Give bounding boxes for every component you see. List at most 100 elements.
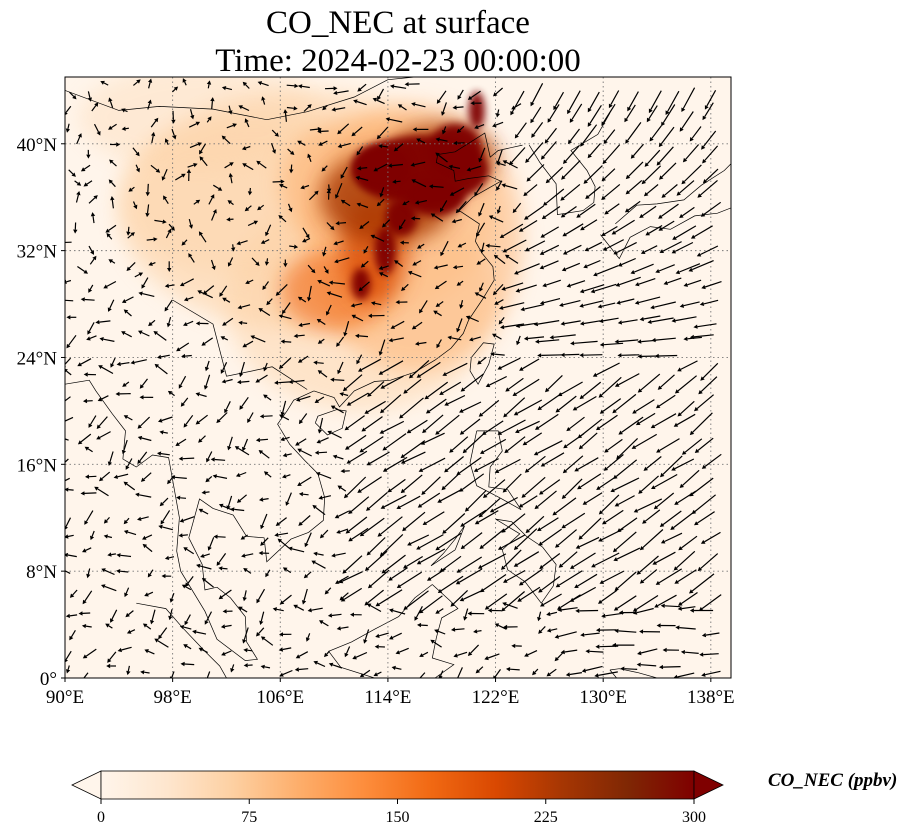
wind-arrow-head bbox=[123, 415, 129, 420]
wind-arrow-shaft bbox=[174, 175, 183, 181]
wind-arrow-head bbox=[459, 408, 464, 413]
wind-arrow-shaft bbox=[184, 663, 195, 666]
wind-arrow-head bbox=[363, 249, 368, 254]
wind-arrow-head bbox=[271, 149, 276, 154]
wind-arrow-shaft bbox=[648, 224, 663, 234]
wind-arrow-shaft bbox=[67, 123, 70, 130]
wind-arrow-shaft bbox=[627, 122, 642, 141]
wind-arrow-head bbox=[339, 392, 344, 397]
wind-arrow-head bbox=[364, 601, 369, 606]
wind-arrow-head bbox=[142, 543, 148, 549]
wind-arrow-shaft bbox=[628, 91, 639, 109]
wind-arrow-head bbox=[460, 387, 466, 392]
wind-arrow-head bbox=[210, 194, 215, 199]
wind-arrow-head bbox=[116, 569, 121, 574]
wind-arrow-head bbox=[694, 448, 700, 453]
wind-arrow-head bbox=[148, 321, 153, 327]
wind-arrow-head bbox=[651, 337, 656, 343]
wind-arrow-head bbox=[452, 105, 457, 110]
wind-arrow-head bbox=[601, 232, 606, 236]
wind-arrow-head bbox=[227, 200, 233, 205]
wind-arrow-head bbox=[294, 83, 299, 88]
wind-arrow-head bbox=[636, 662, 641, 667]
wind-arrow-head bbox=[679, 303, 685, 308]
coastline bbox=[65, 77, 415, 121]
wind-arrow-head bbox=[478, 157, 483, 163]
wind-arrow-head bbox=[65, 128, 70, 133]
wind-arrow-head bbox=[696, 252, 702, 257]
wind-arrow-shaft bbox=[613, 477, 640, 491]
wind-arrow-head bbox=[378, 144, 383, 149]
wind-arrow-head bbox=[203, 385, 209, 390]
wind-arrow-shaft bbox=[355, 651, 368, 658]
wind-arrow-head bbox=[142, 535, 147, 540]
wind-arrow-head bbox=[295, 654, 301, 659]
wind-arrow-shaft bbox=[640, 475, 659, 492]
wind-arrow-head bbox=[322, 105, 327, 111]
wind-arrow-shaft bbox=[404, 451, 426, 463]
wind-arrow-head bbox=[646, 117, 651, 123]
wind-arrow-shaft bbox=[285, 569, 292, 574]
wind-arrow-head bbox=[554, 656, 559, 662]
wind-arrow-shaft bbox=[636, 607, 654, 614]
wind-arrow-head bbox=[679, 127, 684, 132]
wind-arrow-head bbox=[575, 608, 580, 614]
wind-arrow-head bbox=[73, 229, 78, 234]
wind-arrow-head bbox=[493, 675, 498, 678]
wind-arrow-shaft bbox=[70, 629, 76, 638]
wind-arrow-shaft bbox=[104, 569, 115, 576]
wind-arrow-shaft bbox=[373, 236, 385, 242]
wind-arrow-shaft bbox=[69, 91, 75, 97]
wind-arrow-head bbox=[327, 430, 332, 435]
wind-arrow-shaft bbox=[564, 512, 586, 527]
wind-arrow-shaft bbox=[603, 183, 621, 198]
wind-arrow-head bbox=[435, 609, 440, 614]
wind-arrow-head bbox=[283, 263, 288, 268]
wind-arrow-shaft bbox=[479, 258, 486, 264]
wind-arrow-shaft bbox=[240, 361, 245, 374]
wind-arrow-head bbox=[420, 440, 426, 445]
wind-arrow-head bbox=[673, 674, 678, 678]
wind-arrow-shaft bbox=[589, 91, 600, 110]
wind-arrow-shaft bbox=[141, 331, 150, 337]
wind-arrow-head bbox=[316, 439, 321, 444]
wind-arrow-head bbox=[148, 78, 153, 83]
wind-arrow-head bbox=[582, 500, 588, 505]
wind-arrow-head bbox=[76, 191, 81, 196]
wind-arrow-shaft bbox=[326, 222, 333, 228]
wind-arrow-shaft bbox=[655, 337, 676, 341]
wind-arrow-head bbox=[65, 552, 69, 558]
wind-arrow-shaft bbox=[497, 109, 500, 114]
wind-arrow-head bbox=[258, 450, 264, 455]
wind-arrow-shaft bbox=[616, 595, 637, 609]
wind-arrow-head bbox=[560, 213, 566, 218]
wind-arrow-head bbox=[435, 546, 440, 551]
wind-arrow-head bbox=[236, 241, 241, 246]
wind-arrow-shaft bbox=[282, 315, 292, 320]
wind-arrow-head bbox=[376, 202, 382, 207]
wind-arrow-shaft bbox=[198, 414, 208, 423]
wind-arrow-head bbox=[142, 623, 148, 628]
wind-arrow-head bbox=[477, 564, 483, 569]
wind-arrow-shaft bbox=[537, 490, 557, 508]
wind-arrow-shaft bbox=[543, 244, 560, 254]
wind-arrow-shaft bbox=[241, 608, 248, 613]
wind-arrow-head bbox=[651, 485, 656, 489]
wind-arrow-shaft bbox=[561, 607, 578, 611]
wind-arrow-shaft bbox=[160, 354, 170, 358]
wind-arrow-shaft bbox=[541, 479, 561, 493]
wind-arrow-shaft bbox=[437, 630, 446, 635]
wind-arrow-head bbox=[242, 597, 247, 602]
wind-arrow-head bbox=[601, 195, 606, 200]
wind-arrow-shaft bbox=[336, 182, 343, 196]
wind-arrow-head bbox=[580, 226, 585, 231]
wind-arrow-shaft bbox=[266, 258, 269, 262]
wind-arrow-shaft bbox=[145, 545, 153, 553]
wind-arrow-shaft bbox=[427, 381, 449, 398]
wind-arrow-head bbox=[370, 301, 376, 306]
wind-arrow-head bbox=[210, 97, 215, 102]
wind-arrow-shaft bbox=[598, 671, 618, 676]
wind-arrow-shaft bbox=[637, 498, 663, 512]
wind-arrow-head bbox=[631, 445, 637, 449]
wind-arrow-head bbox=[635, 282, 640, 287]
